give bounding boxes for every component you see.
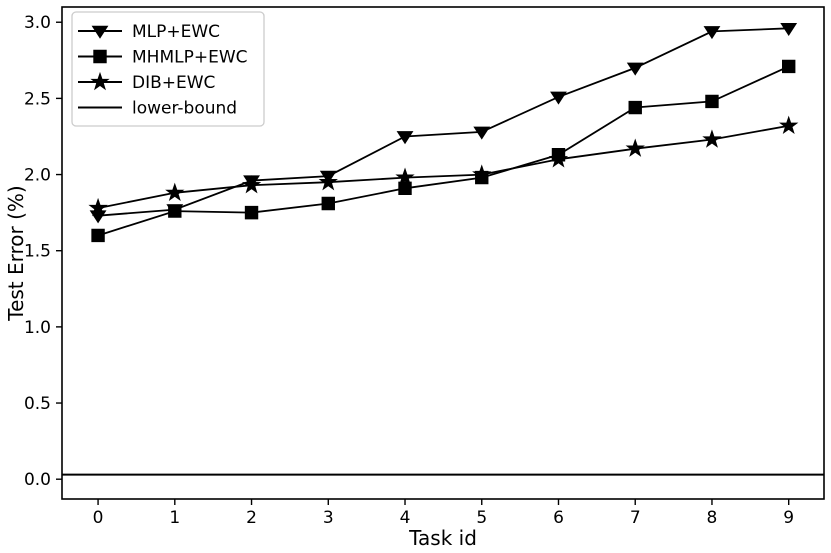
- x-tick-label: 5: [476, 508, 487, 528]
- legend-label: lower-bound: [132, 99, 237, 119]
- series-mhmlp-ewc-square-marker: [168, 204, 182, 218]
- y-tick-label: 3.0: [24, 13, 51, 33]
- series-dib-ewc-star-marker: [625, 138, 645, 157]
- legend: MLP+EWC MHMLP+EWC DIB+EWC lower-bound: [71, 11, 265, 127]
- axes-spines: [61, 6, 825, 500]
- series-mlp-ewc-triangle-down-marker: [550, 91, 567, 105]
- series-dib-ewc-star-marker: [548, 149, 569, 168]
- axes: 0 1 2 3 4 5 6 7 8 9 0.0 0.5 1.0 1.5 2.0 2.5 3.0: [24, 6, 825, 528]
- series-dib-ewc-line: [97, 124, 789, 209]
- x-tick-label: 2: [246, 508, 257, 528]
- legend-item-mlp-ewc: MLP+EWC: [78, 22, 220, 42]
- x-axis-label: Task id: [408, 526, 477, 550]
- legend-box: [71, 11, 265, 127]
- series-mhmlp-ewc-square-marker: [705, 94, 719, 109]
- series-dib-ewc-star-marker: [702, 129, 722, 148]
- series-mlp-ewc-triangle-down-marker: [89, 210, 107, 224]
- legend-triangle-down-marker-icon: [91, 25, 109, 39]
- legend-item-dib-ewc: DIB+EWC: [78, 71, 215, 93]
- series-dib-ewc-star-marker: [395, 167, 415, 186]
- series-dib-ewc-star-marker: [472, 164, 492, 183]
- plot-area: [62, 23, 824, 476]
- series-mhmlp-ewc-square-marker: [628, 100, 642, 115]
- y-tick-label: 0.5: [24, 394, 51, 414]
- series-dib-ewc-star-marker: [241, 175, 262, 194]
- series-dib-ewc-star-marker: [165, 182, 185, 202]
- x-tick-label: 9: [783, 508, 794, 528]
- series-mhmlp-ewc-line: [97, 65, 790, 237]
- legend-item-mhmlp-ewc: MHMLP+EWC: [78, 48, 248, 68]
- series-mlp-ewc-triangle-down-marker: [626, 62, 644, 76]
- y-tick-label: 0.0: [24, 470, 51, 490]
- legend-label: MHMLP+EWC: [132, 48, 248, 68]
- series-mhmlp-ewc-square-marker: [91, 228, 105, 243]
- x-tick-label: 8: [707, 508, 718, 528]
- series-mlp-ewc-triangle-down-marker: [780, 23, 798, 37]
- legend-item-lower-bound: lower-bound: [78, 99, 237, 119]
- x-tick-label: 7: [630, 508, 641, 528]
- y-tick-label: 2.0: [24, 166, 51, 186]
- series-dib-ewc-star-marker: [88, 197, 108, 217]
- series-mlp-ewc-line: [98, 27, 789, 217]
- y-axis-label: Test Error (%): [4, 185, 28, 321]
- y-tick-label: 2.5: [24, 89, 51, 109]
- series-dib-ewc-star-marker: [318, 172, 338, 191]
- legend-star-marker-icon: [90, 71, 110, 91]
- series-mhmlp-ewc-square-marker: [244, 205, 259, 220]
- series-mlp-ewc-triangle-down-marker: [396, 131, 414, 145]
- legend-label: MLP+EWC: [132, 22, 220, 42]
- x-tick-label: 1: [169, 508, 180, 528]
- series-mhmlp-ewc-square-marker: [782, 59, 796, 74]
- y-tick-label: 1.0: [24, 318, 51, 338]
- legend-square-marker-icon: [93, 49, 107, 64]
- series-mlp-ewc-triangle-down-marker: [473, 126, 491, 140]
- x-tick-label: 6: [553, 508, 564, 528]
- series-mhmlp-ewc-square-marker: [321, 196, 335, 211]
- y-tick-label: 1.5: [24, 242, 51, 262]
- series-mlp-ewc-triangle-down-marker: [703, 26, 721, 40]
- x-tick-label: 3: [323, 508, 334, 528]
- series-dib-ewc-star-marker: [779, 115, 799, 135]
- x-tick-label: 0: [93, 508, 104, 528]
- x-tick-label: 4: [400, 508, 411, 528]
- legend-label: DIB+EWC: [132, 73, 215, 93]
